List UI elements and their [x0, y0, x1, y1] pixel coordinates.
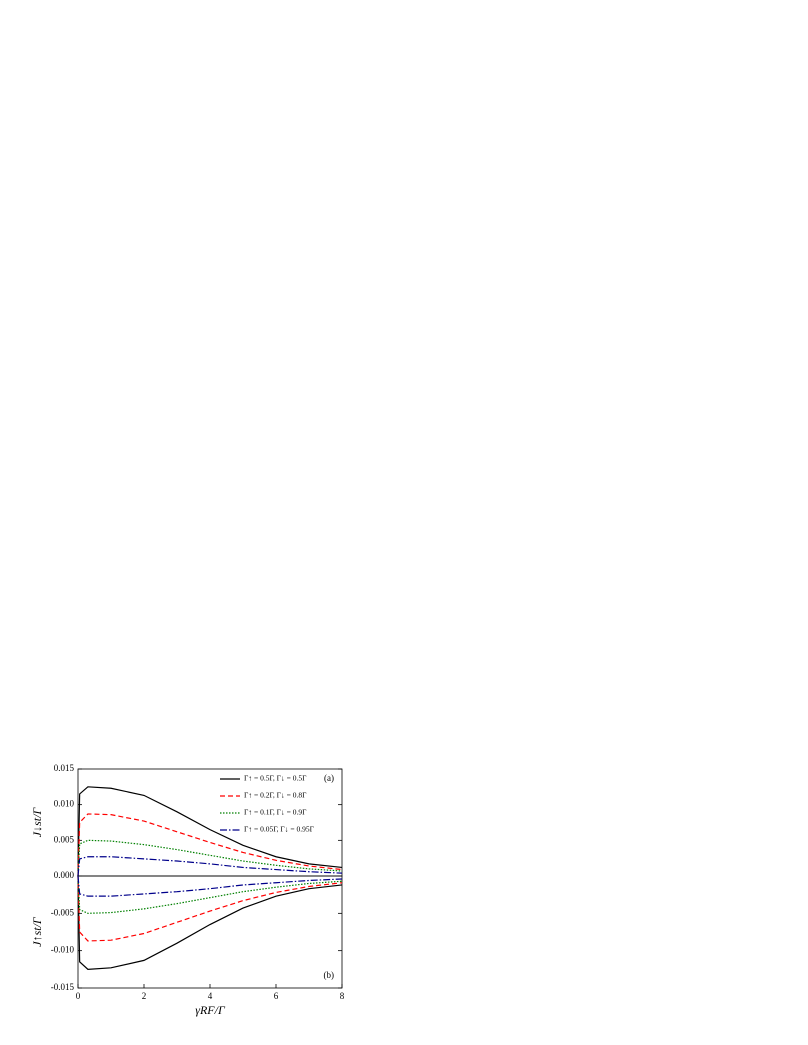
x-tick-label: 4 [208, 991, 213, 1001]
series-line [77, 875, 343, 942]
x-tick-label: 2 [142, 991, 147, 1001]
y-tick-label: 0.010 [54, 799, 75, 809]
y-tick-label: 0.015 [54, 763, 75, 773]
y-tick-label: -0.010 [51, 945, 75, 955]
x-tick-label: 8 [340, 991, 345, 1001]
plot-frame [77, 768, 343, 877]
y-tick-label: -0.005 [51, 907, 75, 917]
series-line [77, 875, 343, 897]
series-line [77, 875, 343, 914]
y-tick-label: 0.005 [54, 834, 75, 844]
legend-label: Γ↑ = 0.5Γ, Γ↓ = 0.5Γ [244, 774, 307, 783]
y-axis-label: J↑st/Γ [30, 916, 44, 947]
y-tick-label: 0.000 [54, 870, 75, 880]
series-line [77, 856, 343, 877]
series-line [77, 875, 343, 970]
series-line [77, 786, 343, 877]
x-axis-label: γRF/Γ [195, 1003, 226, 1017]
y-axis-label: J↓st/Γ [30, 807, 44, 838]
y-tick-label: -0.015 [51, 982, 75, 992]
x-tick-label: 0 [76, 991, 81, 1001]
legend-label: Γ↑ = 0.1Γ, Γ↓ = 0.9Γ [244, 808, 307, 817]
plot-frame [77, 875, 343, 989]
legend-label: Γ↑ = 0.2Γ, Γ↓ = 0.8Γ [244, 791, 307, 800]
panel-label: (b) [324, 970, 335, 980]
series-line [77, 813, 343, 877]
panel-label: (a) [324, 773, 334, 783]
series-line [77, 839, 343, 877]
legend-label: Γ↑ = 0.05Γ, Γ↓ = 0.95Γ [244, 825, 315, 834]
x-tick-label: 6 [274, 991, 279, 1001]
